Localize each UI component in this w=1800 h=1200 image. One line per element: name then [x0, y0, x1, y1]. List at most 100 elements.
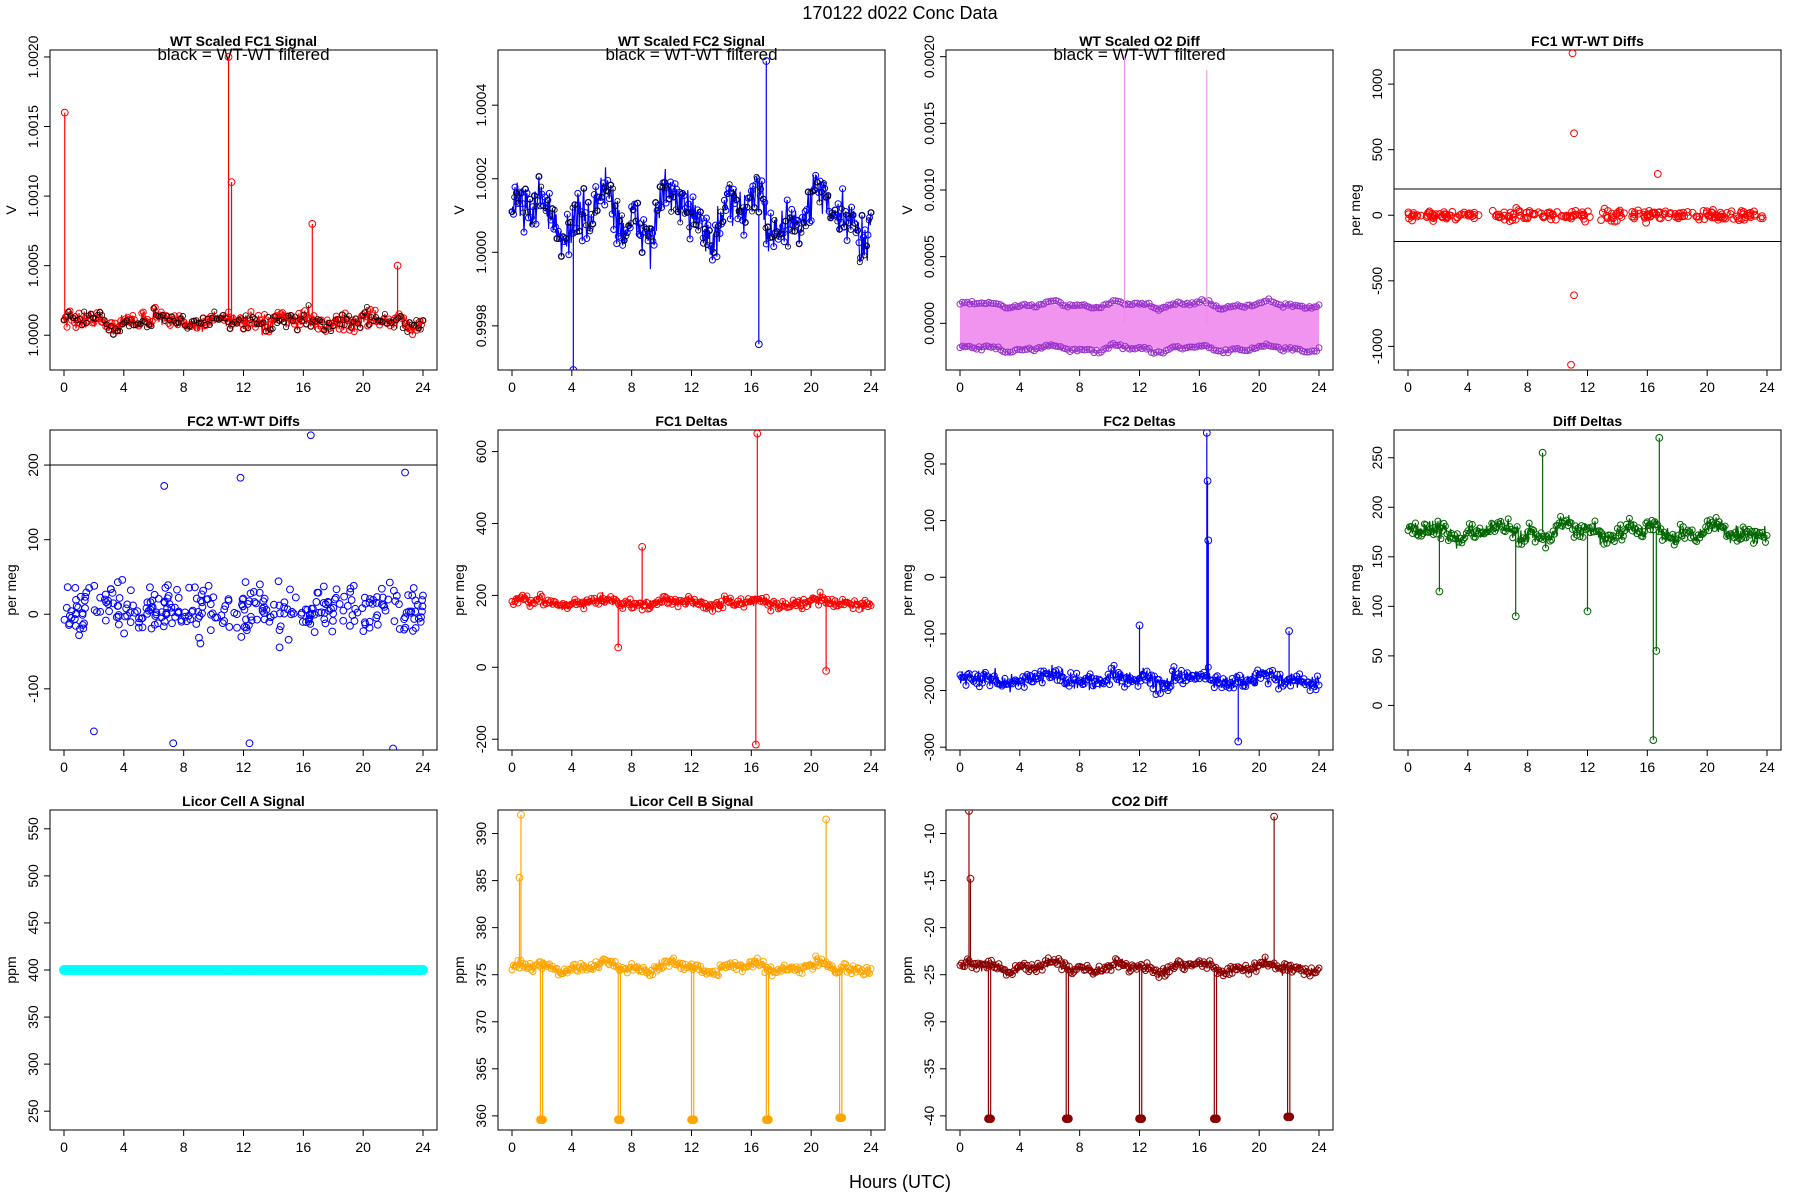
- data-point: [114, 601, 123, 610]
- x-tick-label: 16: [296, 379, 312, 395]
- x-tick-label: 12: [1132, 1139, 1148, 1155]
- data-point: [685, 200, 693, 208]
- data-point: [658, 965, 666, 973]
- data-point: [755, 208, 763, 216]
- data-point: [408, 591, 417, 600]
- data-point: [788, 205, 796, 213]
- x-tick-label: 8: [628, 1139, 636, 1155]
- data-point: [1551, 530, 1559, 538]
- filtered-point: [345, 312, 352, 319]
- filtered-point: [782, 218, 789, 225]
- data-point: [401, 613, 410, 622]
- data-point: [1627, 521, 1635, 529]
- data-point: [1210, 684, 1218, 692]
- filtered-point: [699, 234, 706, 241]
- data-point: [1125, 968, 1133, 976]
- data-point: [1670, 541, 1678, 549]
- data-point: [252, 599, 260, 608]
- data-point: [60, 615, 69, 624]
- data-point: [185, 583, 194, 592]
- data-point: [1286, 344, 1294, 352]
- data-point: [1212, 673, 1220, 681]
- data-point: [373, 620, 382, 629]
- data-point: [1695, 212, 1704, 221]
- filtered-point: [271, 313, 278, 320]
- spike-point: [60, 108, 69, 117]
- data-point: [138, 309, 146, 317]
- data-point: [413, 600, 422, 609]
- filtered-point: [868, 209, 875, 216]
- data-point: [1230, 684, 1238, 692]
- data-point: [90, 606, 99, 615]
- data-point: [114, 620, 123, 629]
- filtered-point: [710, 249, 717, 256]
- data-point: [863, 242, 871, 250]
- y-tick-label: 100: [25, 528, 41, 552]
- panel-title: FC2 WT-WT Diffs: [187, 413, 300, 429]
- filtered-point: [404, 328, 411, 335]
- data-point: [1606, 531, 1614, 539]
- data-point: [74, 603, 83, 612]
- data-point: [395, 625, 404, 633]
- data-point: [365, 617, 374, 626]
- data-point: [130, 608, 139, 617]
- filtered-point: [542, 207, 549, 214]
- filtered-point: [186, 323, 193, 330]
- data-point: [1721, 522, 1729, 530]
- filtered-point: [328, 328, 335, 335]
- spike-point: [822, 666, 831, 675]
- data-point: [1168, 963, 1176, 971]
- data-point: [753, 954, 761, 962]
- filtered-point: [155, 313, 162, 320]
- data-point: [196, 596, 205, 605]
- data-point: [813, 178, 821, 186]
- filtered-point: [413, 317, 420, 324]
- filtered-point: [865, 217, 872, 224]
- data-point: [1525, 519, 1533, 527]
- filtered-point: [533, 203, 540, 210]
- data-point: [545, 189, 553, 197]
- main-title: 170122 d022 Conc Data: [802, 3, 998, 23]
- filtered-point: [76, 316, 83, 323]
- data-point: [593, 597, 601, 605]
- filtered-point: [686, 224, 693, 231]
- data-point: [275, 601, 284, 610]
- data-point: [162, 610, 171, 618]
- filtered-point: [733, 196, 740, 203]
- data-point: [981, 668, 989, 676]
- filtered-point: [576, 228, 583, 235]
- filtered-point: [690, 221, 697, 228]
- panel-annotation: black = WT-WT filtered: [157, 45, 329, 64]
- data-point: [384, 595, 393, 604]
- spike-point: [614, 643, 623, 652]
- filtered-point: [269, 325, 276, 332]
- y-tick-label: 1000: [1369, 68, 1385, 99]
- shared-x-label: Hours (UTC): [849, 1172, 951, 1192]
- panel-title: FC1 Deltas: [655, 413, 728, 429]
- filtered-point: [114, 327, 121, 334]
- data-point: [803, 206, 811, 214]
- data-point: [1017, 677, 1025, 685]
- y-tick-label: -500: [1369, 267, 1385, 295]
- data-point: [1134, 682, 1142, 690]
- data-point: [93, 608, 101, 617]
- data-point: [1276, 670, 1284, 678]
- data-point: [400, 625, 409, 634]
- x-tick-label: 12: [1132, 379, 1148, 395]
- x-tick-label: 16: [296, 759, 312, 775]
- data-point: [1438, 213, 1447, 222]
- data-point: [1557, 512, 1565, 520]
- x-tick-label: 24: [863, 1139, 879, 1155]
- data-point: [514, 599, 522, 607]
- spike-point: [1655, 434, 1664, 442]
- data-point: [129, 601, 137, 610]
- data-point: [291, 593, 300, 602]
- data-point: [190, 583, 199, 592]
- data-point: [1675, 531, 1683, 539]
- data-point: [1261, 953, 1269, 961]
- data-point: [1699, 530, 1707, 538]
- data-point: [233, 623, 241, 632]
- filtered-point: [717, 208, 724, 215]
- x-tick-label: 24: [1311, 379, 1327, 395]
- data-point: [813, 596, 821, 604]
